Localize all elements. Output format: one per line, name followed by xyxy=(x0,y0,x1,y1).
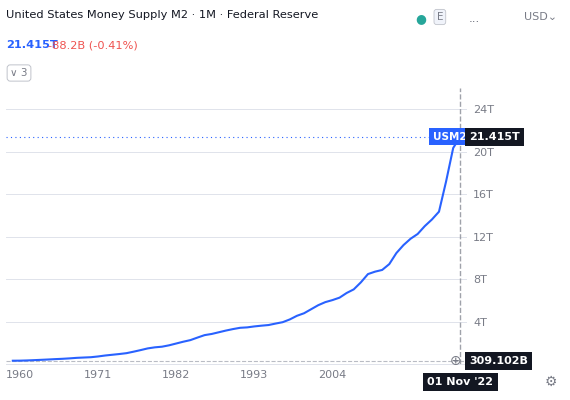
Text: 21.415T: 21.415T xyxy=(6,40,58,50)
Text: E: E xyxy=(437,12,443,22)
Text: -88.2B (-0.41%): -88.2B (-0.41%) xyxy=(48,40,138,50)
Text: 21.415T: 21.415T xyxy=(469,132,520,142)
Text: ∨ 3: ∨ 3 xyxy=(10,68,28,78)
Text: United States Money Supply M2 · 1M · Federal Reserve: United States Money Supply M2 · 1M · Fed… xyxy=(6,10,318,20)
Text: USM2: USM2 xyxy=(433,132,466,142)
Text: ⚙: ⚙ xyxy=(545,375,557,389)
Text: USD⌄: USD⌄ xyxy=(524,12,557,22)
Text: ...: ... xyxy=(469,12,481,25)
Text: ●: ● xyxy=(415,12,426,25)
Text: 01 Nov '22: 01 Nov '22 xyxy=(428,377,493,387)
Text: 309.102B: 309.102B xyxy=(469,356,528,366)
Text: ⊕: ⊕ xyxy=(450,354,462,368)
